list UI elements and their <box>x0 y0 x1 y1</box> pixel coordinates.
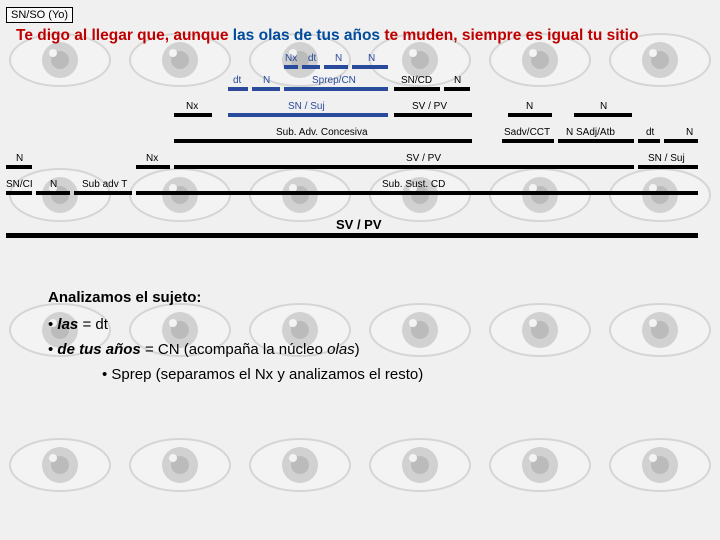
r1-n2: N <box>368 53 375 64</box>
r1-dt: dt <box>308 53 316 64</box>
r6-subsust: Sub. Sust. CD <box>382 179 445 190</box>
r4-nsadj: N SAdj/Atb <box>566 127 615 138</box>
r5-n: N <box>16 153 23 164</box>
r1-n1: N <box>335 53 342 64</box>
r3-snsuj: SN / Suj <box>288 101 325 112</box>
analysis-subitem: • Sprep (separamos el Nx y analizamos el… <box>102 366 714 383</box>
slide-content: SN/SO (Yo) Te digo al llegar que, aunque… <box>0 0 720 540</box>
syntax-diagram: Nx dt N N dt N Sprep/CN SN/CD N Nx SN / … <box>6 53 714 271</box>
r2-n: N <box>263 75 270 86</box>
r6-sncl: SN/CI <box>6 179 33 190</box>
main-sentence: Te digo al llegar que, aunque las olas d… <box>16 27 714 45</box>
r4-sadv: Sadv/CCT <box>504 127 550 138</box>
analysis-item-1: las = dt <box>48 316 714 333</box>
snso-box: SN/SO (Yo) <box>6 7 73 23</box>
r7-svpv: SV / PV <box>336 217 382 232</box>
r3-nx: Nx <box>186 101 198 112</box>
r6-n: N <box>50 179 57 190</box>
r2-sncd: SN/CD <box>401 75 432 86</box>
r4-n: N <box>686 127 693 138</box>
analysis-heading: Analizamos el sujeto: <box>48 289 714 306</box>
r6-subadv: Sub adv T <box>82 179 127 190</box>
r3-n2: N <box>600 101 607 112</box>
r2-dt: dt <box>233 75 241 86</box>
r4-sub: Sub. Adv. Concesiva <box>276 127 368 138</box>
r2-n2: N <box>454 75 461 86</box>
analysis-item-2: de tus años = CN (acompaña la núcleo ola… <box>48 341 714 358</box>
r5-snsuj: SN / Suj <box>648 153 685 164</box>
analysis-block: Analizamos el sujeto: las = dt de tus añ… <box>48 289 714 383</box>
r2-sprep: Sprep/CN <box>312 75 356 86</box>
r1-nx: Nx <box>285 53 297 64</box>
r4-dt: dt <box>646 127 654 138</box>
r3-svpv: SV / PV <box>412 101 447 112</box>
r3-n1: N <box>526 101 533 112</box>
r5-nx: Nx <box>146 153 158 164</box>
r5-svpv: SV / PV <box>406 153 441 164</box>
